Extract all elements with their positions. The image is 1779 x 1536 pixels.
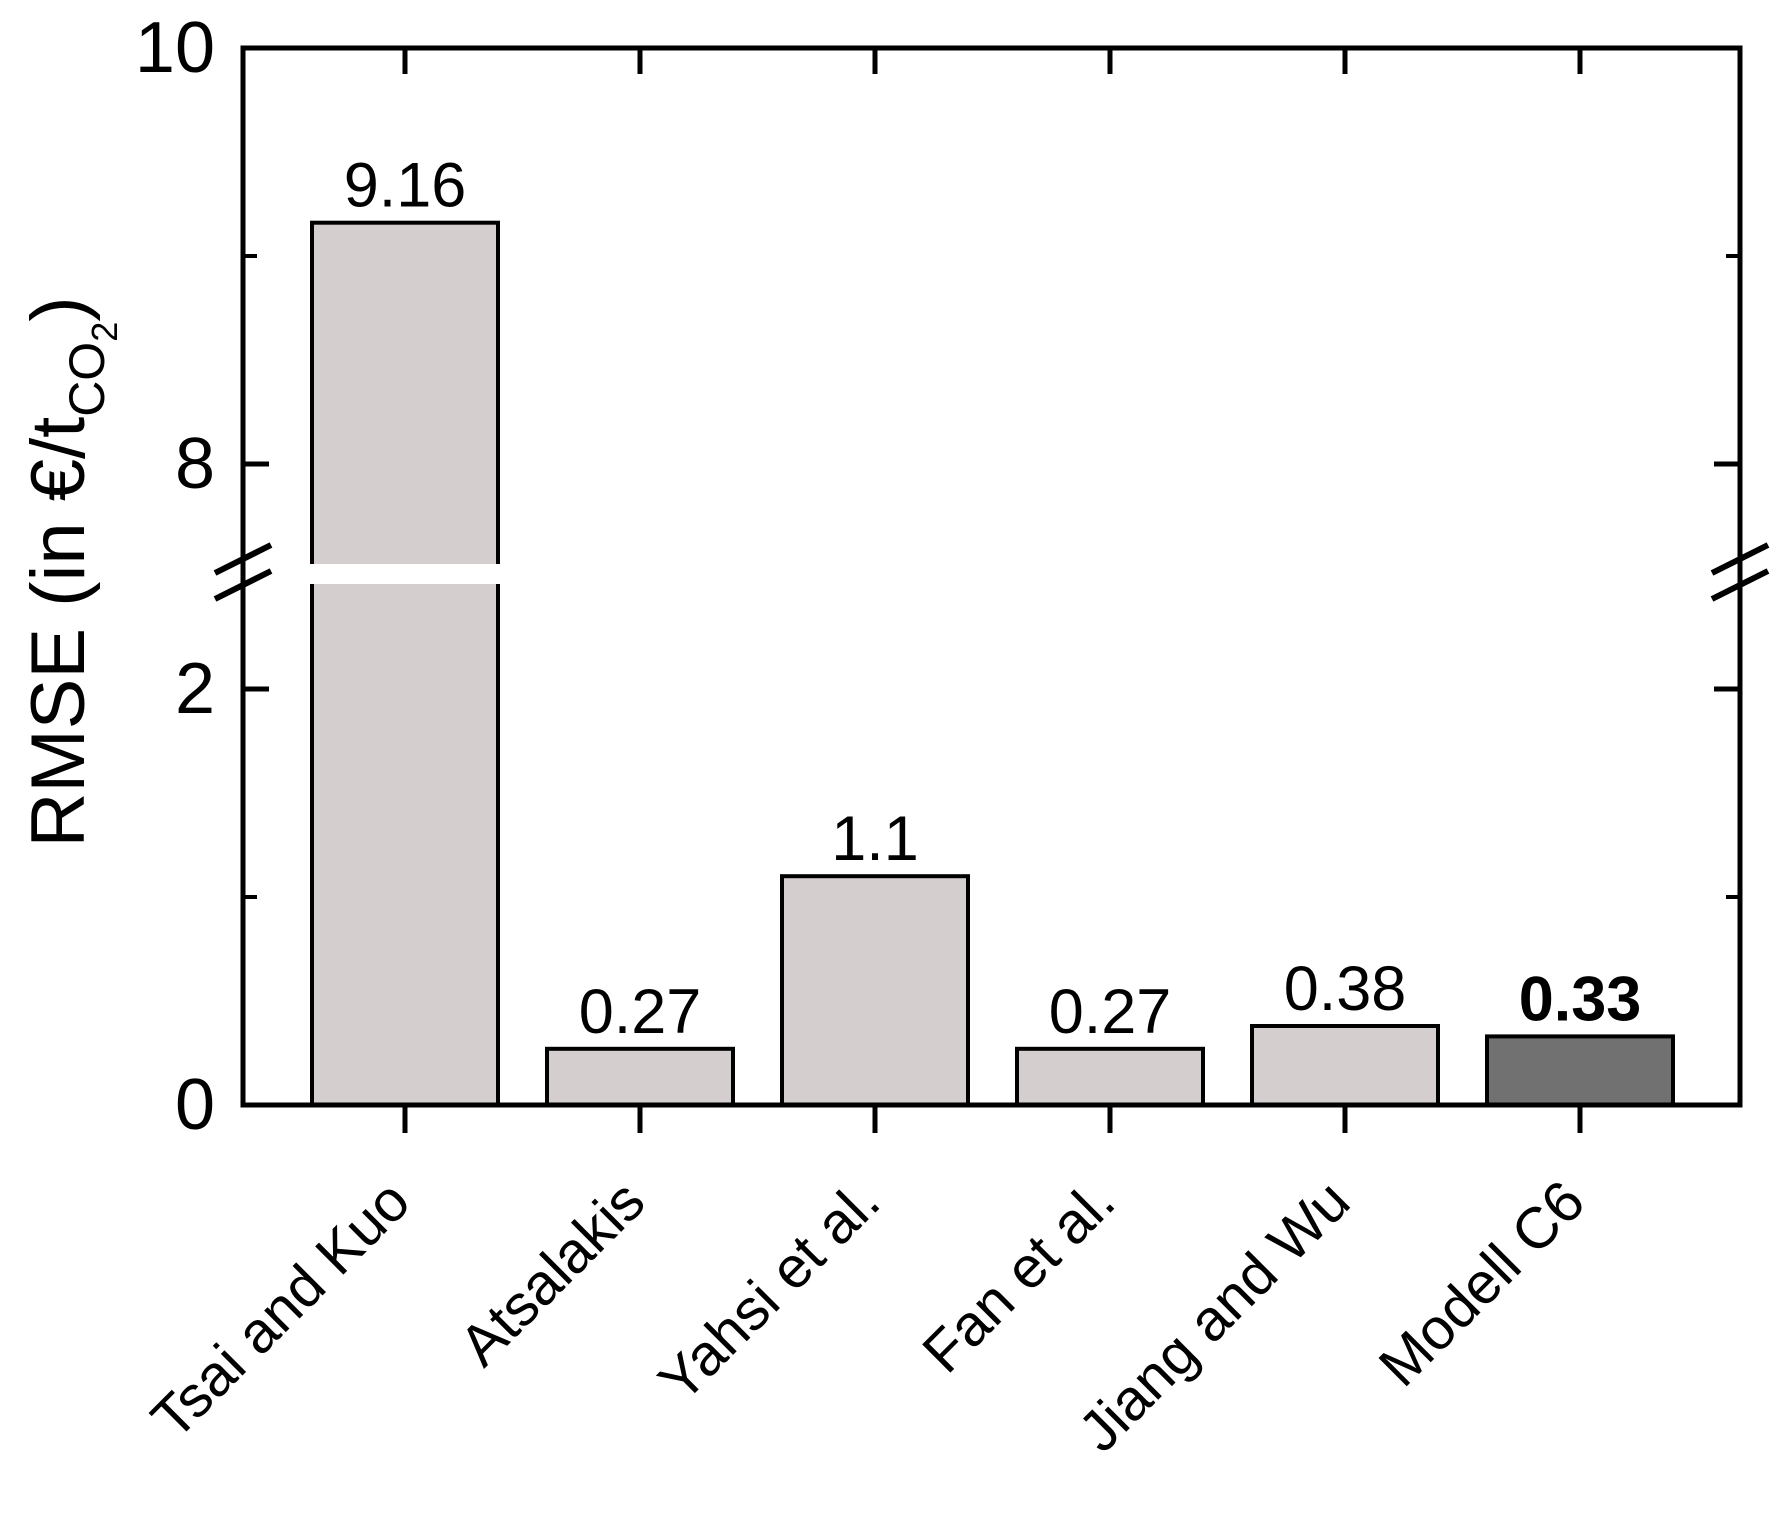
x-tick-label: Modell C6 [1367, 1168, 1598, 1399]
axis-break-gap [308, 564, 502, 584]
bar-value-label: 0.27 [1049, 977, 1172, 1047]
bar-2 [545, 1046, 735, 1108]
bar-value-label: 0.38 [1284, 954, 1407, 1024]
x-tick-label: Tsai and Kuo [139, 1168, 422, 1451]
bar-value-label: 9.16 [344, 151, 467, 221]
x-tick-label: Atsalakis [447, 1168, 657, 1378]
bar-1 [310, 220, 500, 1107]
y-tick-label: 8 [175, 424, 215, 504]
plot-border [240, 45, 1743, 1108]
axis-break-marks [213, 542, 1770, 602]
bar-6 [1485, 1034, 1675, 1108]
bar-value-label: 0.27 [579, 977, 702, 1047]
y-tick-label: 2 [175, 649, 215, 729]
bar-3 [780, 874, 970, 1108]
bar-value-label: 0.33 [1519, 964, 1642, 1034]
bar-4 [1015, 1046, 1205, 1108]
axis-break-slash [1710, 542, 1770, 576]
bars [310, 220, 1675, 1108]
axis-break-slash [1710, 568, 1770, 602]
bar-value-labels: 9.16 0.27 1.1 0.27 0.38 0.33 [344, 151, 1642, 1047]
bar-value-label: 1.1 [831, 804, 919, 874]
y-axis-title: RMSE (in €/tCO2) [16, 296, 125, 847]
axis-break-slash [213, 542, 273, 576]
x-tick-label: Fan et al. [910, 1168, 1127, 1385]
axis-break-slash [213, 568, 273, 602]
y-axis: 0 2 8 10 [135, 8, 1740, 1145]
bar-5 [1250, 1024, 1440, 1107]
x-tick-label: Yahsi et al. [646, 1168, 892, 1414]
y-tick-label: 0 [175, 1065, 215, 1145]
y-tick-label: 10 [135, 8, 215, 88]
